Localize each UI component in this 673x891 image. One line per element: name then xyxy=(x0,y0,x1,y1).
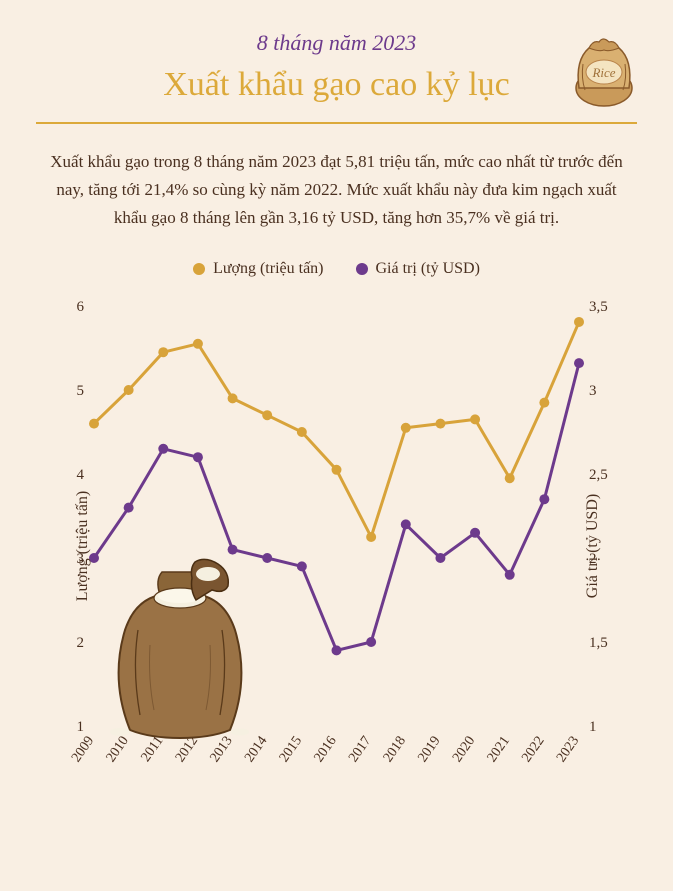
svg-text:1: 1 xyxy=(77,719,85,735)
svg-text:2: 2 xyxy=(77,635,85,651)
svg-text:2021: 2021 xyxy=(485,734,513,766)
legend-item-volume: Lượng (triệu tấn) xyxy=(193,260,323,278)
description-text: Xuất khẩu gạo trong 8 tháng năm 2023 đạt… xyxy=(36,148,637,232)
svg-text:2019: 2019 xyxy=(415,734,443,766)
chart-legend: Lượng (triệu tấn) Giá trị (tỷ USD) xyxy=(36,260,637,280)
svg-text:4: 4 xyxy=(77,467,85,483)
rice-sack-icon: Rice xyxy=(565,30,643,108)
svg-text:5: 5 xyxy=(77,383,85,399)
svg-text:2018: 2018 xyxy=(381,734,409,766)
svg-text:Rice: Rice xyxy=(591,65,615,80)
svg-text:2022: 2022 xyxy=(519,734,547,766)
svg-text:2012: 2012 xyxy=(173,734,201,766)
subtitle: 8 tháng năm 2023 xyxy=(36,30,637,56)
svg-text:3,5: 3,5 xyxy=(589,299,608,315)
svg-text:2016: 2016 xyxy=(311,734,339,766)
svg-text:2011: 2011 xyxy=(139,734,167,765)
y-left-axis-label: Lượng (triệu tấn) xyxy=(74,491,92,601)
legend-item-value: Giá trị (tỷ USD) xyxy=(356,260,480,278)
svg-text:2013: 2013 xyxy=(208,734,236,766)
svg-text:1,5: 1,5 xyxy=(589,635,608,651)
svg-text:2020: 2020 xyxy=(450,734,478,766)
svg-text:1: 1 xyxy=(589,719,597,735)
svg-text:6: 6 xyxy=(77,299,85,315)
svg-text:2,5: 2,5 xyxy=(589,467,608,483)
svg-text:2023: 2023 xyxy=(554,734,582,766)
legend-dot-icon xyxy=(356,263,368,275)
svg-text:3: 3 xyxy=(589,383,597,399)
svg-text:2009: 2009 xyxy=(69,734,97,766)
legend-label: Giá trị (tỷ USD) xyxy=(376,260,480,278)
svg-text:2010: 2010 xyxy=(104,734,132,766)
legend-dot-icon xyxy=(193,263,205,275)
dual-line-chart: Lượng (triệu tấn) Giá trị (tỷ USD) 12345… xyxy=(36,296,637,796)
page-title: Xuất khẩu gạo cao kỷ lục xyxy=(36,66,637,104)
header: 8 tháng năm 2023 Xuất khẩu gạo cao kỷ lụ… xyxy=(36,30,637,124)
svg-text:2014: 2014 xyxy=(242,734,270,766)
svg-text:2015: 2015 xyxy=(277,734,305,766)
legend-label: Lượng (triệu tấn) xyxy=(213,260,323,278)
svg-text:2017: 2017 xyxy=(346,734,374,766)
chart-svg: 12345611,522,533,52009201020112012201320… xyxy=(36,296,637,796)
y-right-axis-label: Giá trị (tỷ USD) xyxy=(584,494,602,598)
